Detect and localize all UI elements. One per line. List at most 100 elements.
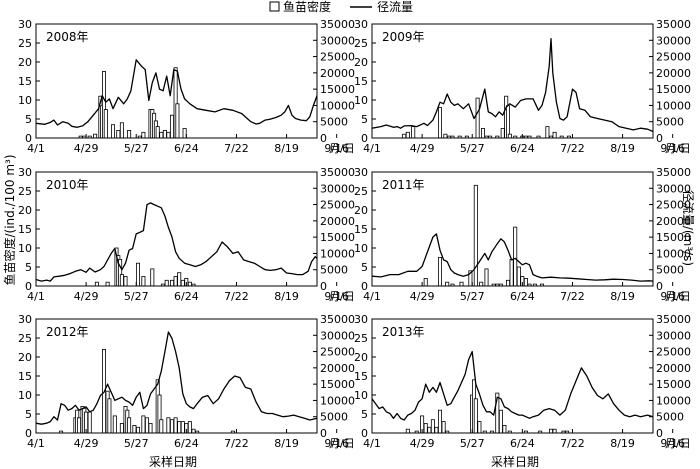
density-bar <box>552 131 557 139</box>
left-tick-label: 10 <box>354 242 368 255</box>
runoff-line <box>371 233 654 282</box>
density-bar <box>191 428 196 434</box>
right-tick-label: 0 <box>656 427 663 440</box>
x-tick-label: 6/24 <box>174 290 199 303</box>
right-tick-label: 0 <box>320 132 327 145</box>
density-bar <box>159 131 164 139</box>
panel-4: 0 5 10 15 20 25 30 0 5000 10000 15000 20000 25000 300… <box>354 166 691 303</box>
density-bar <box>112 415 117 434</box>
x-unit-label: 月/日 <box>665 290 691 303</box>
x-tick-label: 5/27 <box>460 142 485 155</box>
x-tick-label: 7/22 <box>560 290 585 303</box>
density-bar <box>166 417 171 434</box>
density-bar <box>116 129 121 139</box>
density-bar <box>187 281 192 287</box>
density-bar <box>445 281 450 287</box>
right-tick-label: 30000 <box>320 182 355 195</box>
right-tick-label: 30000 <box>656 329 691 342</box>
left-tick-label: 0 <box>25 132 32 145</box>
left-tick-label: 10 <box>354 389 368 402</box>
left-tick-label: 5 <box>361 408 368 421</box>
year-title: 2012年 <box>46 325 89 339</box>
legend: 鱼苗密度 径流量 <box>269 0 413 14</box>
density-bar <box>502 424 507 434</box>
runoff-line <box>35 331 318 425</box>
right-tick-label: 25000 <box>656 51 691 64</box>
x-tick-label: 8/19 <box>274 437 299 450</box>
x-tick-label: 6/24 <box>510 437 535 450</box>
right-tick-label: 15000 <box>320 378 355 391</box>
right-tick-label: 35000 <box>656 18 691 31</box>
density-bar <box>434 426 439 434</box>
year-title: 2013年 <box>382 325 425 339</box>
x-tick-label: 4/1 <box>27 290 45 303</box>
left-tick-label: 20 <box>18 56 32 69</box>
density-bar <box>94 281 99 287</box>
right-tick-label: 20000 <box>656 67 691 80</box>
right-tick-label: 0 <box>320 427 327 440</box>
density-bar <box>164 279 169 287</box>
x-tick-label: 8/19 <box>274 290 299 303</box>
x-tick-label: 5/27 <box>460 437 485 450</box>
x-tick-label: 7/22 <box>560 437 585 450</box>
density-bar <box>159 419 164 434</box>
density-bar <box>505 279 510 287</box>
x-tick-label: 7/22 <box>224 142 249 155</box>
left-tick-label: 15 <box>354 370 368 383</box>
density-bar <box>150 268 155 287</box>
left-tick-label: 25 <box>354 332 368 345</box>
right-axis-title: 径流量/(m³/s) <box>681 190 695 266</box>
x-tick-label: 6/24 <box>174 142 199 155</box>
right-tick-label: 15000 <box>656 378 691 391</box>
density-bar <box>127 129 132 139</box>
density-bar <box>111 124 116 139</box>
left-axis-title: 鱼苗密度/(ind./100 m³) <box>2 154 17 285</box>
density-bar <box>173 417 178 434</box>
density-bar <box>132 424 137 434</box>
right-tick-label: 5000 <box>320 411 348 424</box>
density-bar <box>402 133 407 139</box>
density-bar <box>93 133 98 139</box>
right-tick-label: 10000 <box>656 99 691 112</box>
x-tick-label: 8/19 <box>610 437 635 450</box>
right-tick-label: 15000 <box>656 231 691 244</box>
density-bar <box>103 109 108 139</box>
right-tick-label: 20000 <box>320 67 355 80</box>
density-bar <box>148 423 153 434</box>
runoff-line <box>371 38 654 133</box>
density-bar <box>123 276 128 287</box>
density-bar <box>169 419 174 434</box>
left-tick-label: 10 <box>354 94 368 107</box>
right-tick-label: 25000 <box>656 199 691 212</box>
x-unit-label: 月/日 <box>329 290 355 303</box>
density-bar <box>480 128 485 139</box>
right-tick-label: 15000 <box>320 83 355 96</box>
right-tick-label: 35000 <box>320 18 355 31</box>
year-title: 2009年 <box>382 30 425 44</box>
right-tick-label: 10000 <box>656 394 691 407</box>
left-tick-label: 30 <box>354 18 368 31</box>
density-bar <box>77 417 82 434</box>
x-tick-label: 4/29 <box>74 142 99 155</box>
x-tick-label: 8/19 <box>610 290 635 303</box>
x-tick-label: 7/22 <box>224 290 249 303</box>
density-bar <box>427 426 432 434</box>
left-tick-label: 15 <box>18 223 32 236</box>
density-bar <box>175 103 180 139</box>
x-tick-label: 4/1 <box>363 290 381 303</box>
panel-5: 0 5 10 15 20 25 30 0 5000 10000 15000 20000 25000 300… <box>18 313 355 450</box>
left-tick-label: 30 <box>18 18 32 31</box>
x-unit-label: 月/日 <box>665 437 691 450</box>
right-tick-label: 20000 <box>320 362 355 375</box>
density-bar <box>166 131 171 139</box>
right-tick-label: 30000 <box>656 182 691 195</box>
right-tick-label: 15000 <box>656 83 691 96</box>
density-bar <box>477 421 482 434</box>
x-tick-label: 8/19 <box>610 142 635 155</box>
x-tick-label: 7/22 <box>560 142 585 155</box>
x-unit-label: 月/日 <box>329 437 355 450</box>
density-bar <box>87 411 92 434</box>
x-tick-label: 9/16 <box>324 142 349 155</box>
left-tick-label: 15 <box>18 370 32 383</box>
